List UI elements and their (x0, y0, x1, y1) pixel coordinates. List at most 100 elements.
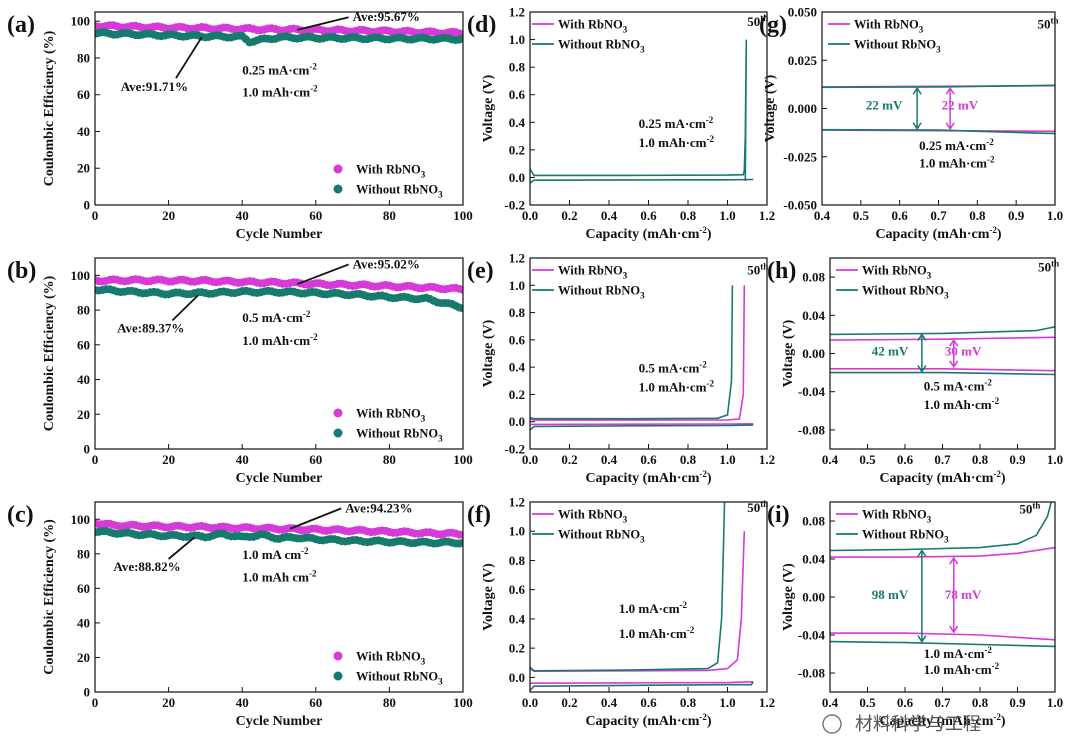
panel-label: (c) (7, 502, 34, 528)
x-tick-label: 0.4 (601, 695, 618, 710)
annotation: 0.25 mA·cm-2 (919, 137, 994, 153)
annotation: 1.0 mAh·cm-2 (242, 84, 318, 100)
x-tick-label: 1.0 (1047, 452, 1063, 467)
x-tick-label: 0.8 (969, 208, 986, 223)
panel-label: (i) (767, 502, 790, 528)
pointer-arrow (297, 16, 349, 31)
annotation: 0.25 mA·cm-2 (242, 61, 317, 77)
x-tick-label: 1.2 (759, 452, 775, 467)
series-line (530, 39, 748, 181)
panel-label: (h) (767, 258, 796, 284)
annotation: 1.0 mA·cm-2 (924, 645, 993, 661)
legend-label: With RbNO3 (862, 508, 932, 525)
annotation: 1.0 mA·cm-2 (619, 600, 688, 616)
x-axis-label: Capacity (mAh·cm-2) (879, 712, 1005, 729)
annotation: 1.0 mAh·cm-2 (924, 661, 1000, 677)
y-tick-label: 80 (77, 50, 90, 65)
arrow-head (912, 86, 922, 95)
legend-label: With RbNO3 (558, 508, 628, 525)
series-line (530, 681, 754, 684)
x-tick-label: 60 (309, 208, 322, 223)
y-tick-label: 0 (84, 685, 91, 700)
y-axis-label: Coulombic Efficiency (%) (42, 275, 57, 431)
y-tick-label: 0.04 (802, 552, 825, 567)
panel-label: (b) (7, 258, 36, 284)
y-tick-label: 1.2 (509, 495, 525, 510)
panel-e: 0.0 0.2 0.4 0.6 0.8 1.0 1.2-0.20.00.20.40.60.8… (467, 251, 775, 487)
x-tick-label: 1.2 (759, 208, 775, 223)
y-axis-label: Voltage (V) (763, 74, 778, 142)
x-tick-label: 0.0 (522, 695, 538, 710)
y-tick-label: -0.2 (504, 198, 525, 213)
y-tick-label: 0.04 (802, 308, 825, 323)
annotation: 1.0 mAh·cm-2 (639, 134, 715, 150)
arrow-head (912, 122, 922, 131)
annotation: Ave:95.02% (353, 256, 420, 271)
y-tick-label: 20 (77, 161, 90, 176)
legend-label: With RbNO3 (558, 18, 628, 35)
annotation: 30 mV (945, 343, 982, 358)
arrow-head (917, 635, 927, 643)
annotation: Ave:94.23% (345, 500, 412, 515)
annotation: 1.0 mAh·cm-2 (639, 379, 715, 395)
annotation: 0.5 mA·cm-2 (242, 309, 311, 325)
panel-label: (e) (467, 258, 494, 284)
x-tick-label: 100 (453, 452, 473, 467)
x-tick-label: 0.6 (897, 452, 914, 467)
x-tick-label: 0.6 (897, 695, 914, 710)
series-line (830, 546, 1055, 558)
annotation: Ave:91.71% (121, 79, 188, 94)
plot-area (530, 39, 754, 184)
arrow-head (949, 625, 959, 634)
annotation: 78 mV (945, 587, 982, 602)
annotation: 0.5 mA·cm-2 (924, 378, 993, 394)
y-tick-label: 0.050 (788, 5, 817, 20)
plot-frame (94, 257, 464, 450)
annotation: 50th (747, 261, 768, 277)
arrow-head (917, 549, 927, 557)
x-tick-label: 0.4 (601, 452, 618, 467)
y-tick-label: 0.00 (802, 590, 825, 605)
annotation: 22 mV (866, 97, 903, 112)
panel-g: 0.4 0.5 0.6 0.7 0.8 0.9 1.0 -0.050 -0.025 0.000 0.… (759, 5, 1063, 243)
annotation: 1.0 mAh·cm-2 (619, 625, 695, 641)
series-line (830, 368, 1055, 372)
plot-area (822, 84, 1055, 135)
legend-label: With RbNO3 (854, 18, 924, 35)
pointer-arrow (175, 36, 203, 79)
y-tick-label: 80 (77, 303, 90, 318)
series-line (530, 285, 746, 421)
panel-label: (g) (759, 12, 787, 38)
x-tick-label: 100 (453, 695, 473, 710)
legend-label: Without RbNO3 (558, 38, 645, 55)
y-tick-label: 0.00 (802, 346, 825, 361)
x-tick-label: 1.2 (759, 695, 775, 710)
plot-frame (94, 11, 464, 206)
x-tick-label: 80 (383, 208, 396, 223)
series-line (830, 326, 1055, 336)
y-tick-label: 40 (77, 124, 90, 139)
x-tick-label: 100 (453, 208, 473, 223)
x-tick-label: 0.8 (972, 695, 989, 710)
y-tick-label: 0.4 (509, 115, 526, 130)
y-tick-label: 20 (77, 650, 90, 665)
x-axis-label: Capacity (mAh·cm-2) (585, 225, 711, 242)
series-line (530, 681, 754, 692)
panel-label: (f) (467, 502, 491, 528)
x-tick-label: 0.6 (892, 208, 909, 223)
annotation: Ave:89.37% (117, 321, 184, 336)
data-point (459, 34, 463, 43)
y-tick-label: 0.08 (802, 514, 825, 529)
series-line (822, 128, 1055, 135)
x-tick-label: 1.0 (719, 695, 735, 710)
y-axis-label: Voltage (V) (481, 563, 496, 631)
annotation: 98 mV (872, 587, 909, 602)
y-axis-label: Coulombic Efficiency (%) (42, 519, 57, 675)
y-axis-label: Voltage (V) (781, 319, 796, 387)
x-tick-label: 0.4 (601, 208, 618, 223)
y-tick-label: 60 (77, 87, 90, 102)
arrow-head (949, 338, 959, 347)
x-tick-label: 0.7 (934, 695, 951, 710)
annotation: 50th (747, 13, 768, 29)
x-axis-label: Capacity (mAh·cm-2) (585, 469, 711, 486)
